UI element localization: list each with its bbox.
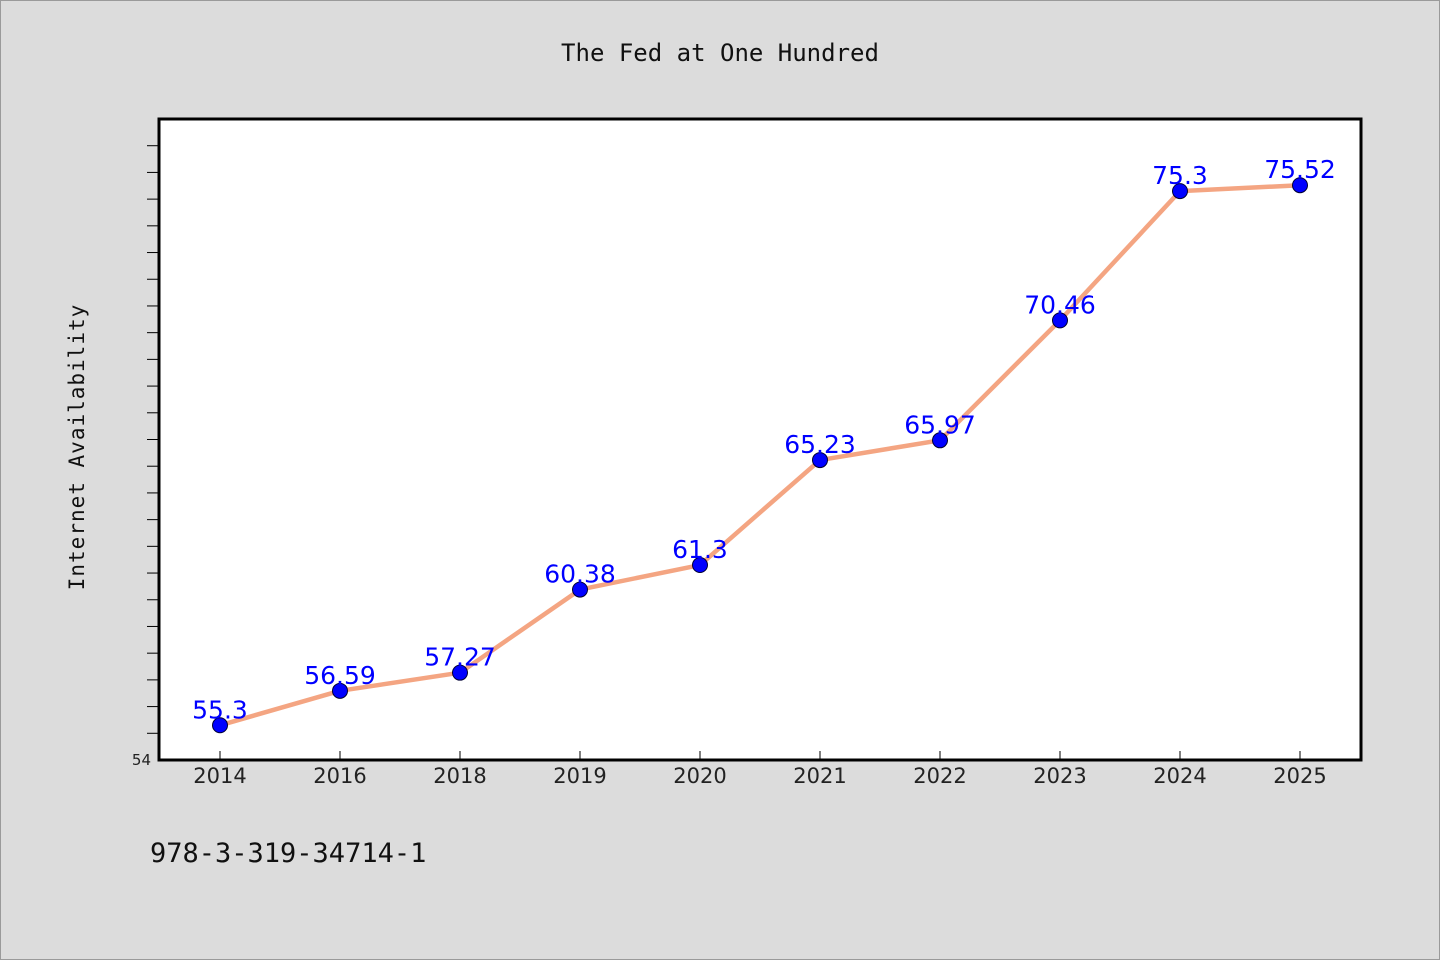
- x-tick-label: 2018: [433, 764, 486, 788]
- series-line-group: [217, 182, 1303, 728]
- x-tick-label: 2014: [193, 764, 246, 788]
- footnote: 978-3-319-34714-1: [150, 838, 426, 869]
- series-line: [217, 182, 1303, 728]
- plot-area: [157, 117, 1363, 762]
- data-label: 56.59: [304, 661, 376, 690]
- data-point: [1172, 183, 1188, 200]
- data-label: 57.27: [424, 643, 496, 672]
- y-axis-label: Internet Availability: [65, 304, 89, 591]
- x-tick-label: 2024: [1153, 764, 1206, 788]
- data-point: [332, 682, 348, 699]
- data-point: [932, 432, 948, 449]
- data-label: 55.3: [192, 695, 248, 724]
- data-labels: 55.3 56.59 57.27 60.38 61.3 65.23 65.97 70.46 75…: [192, 155, 1336, 724]
- data-point: [212, 717, 228, 734]
- x-tick-label: 2021: [793, 764, 846, 788]
- y-tick-label: 54: [132, 751, 151, 769]
- data-points: [212, 177, 1308, 734]
- data-label: 65.23: [784, 430, 856, 459]
- x-tick-label: 2019: [553, 764, 606, 788]
- data-label: 65.97: [904, 410, 976, 439]
- data-point: [1292, 177, 1308, 194]
- data-label: 75.3: [1152, 161, 1208, 190]
- data-label: 75.52: [1264, 155, 1336, 184]
- data-label: 61.3: [672, 535, 728, 564]
- data-label: 70.46: [1024, 290, 1096, 319]
- x-axis-ticks: 2014 2016 2018 2019 2020 2021 2022 2023 2024 2025: [193, 751, 1327, 788]
- data-point: [572, 581, 588, 598]
- chart-title: The Fed at One Hundred: [561, 39, 879, 67]
- x-tick-label: 2016: [313, 764, 366, 788]
- x-tick-label: 2022: [913, 764, 966, 788]
- x-tick-label: 2025: [1273, 764, 1326, 788]
- data-point: [1052, 312, 1068, 329]
- x-tick-label: 2020: [673, 764, 726, 788]
- data-point: [812, 452, 828, 469]
- y-axis-ticks: 54: [132, 145, 159, 769]
- data-point: [452, 664, 468, 681]
- data-label: 60.38: [544, 560, 616, 589]
- x-tick-label: 2023: [1033, 764, 1086, 788]
- data-point: [692, 557, 708, 574]
